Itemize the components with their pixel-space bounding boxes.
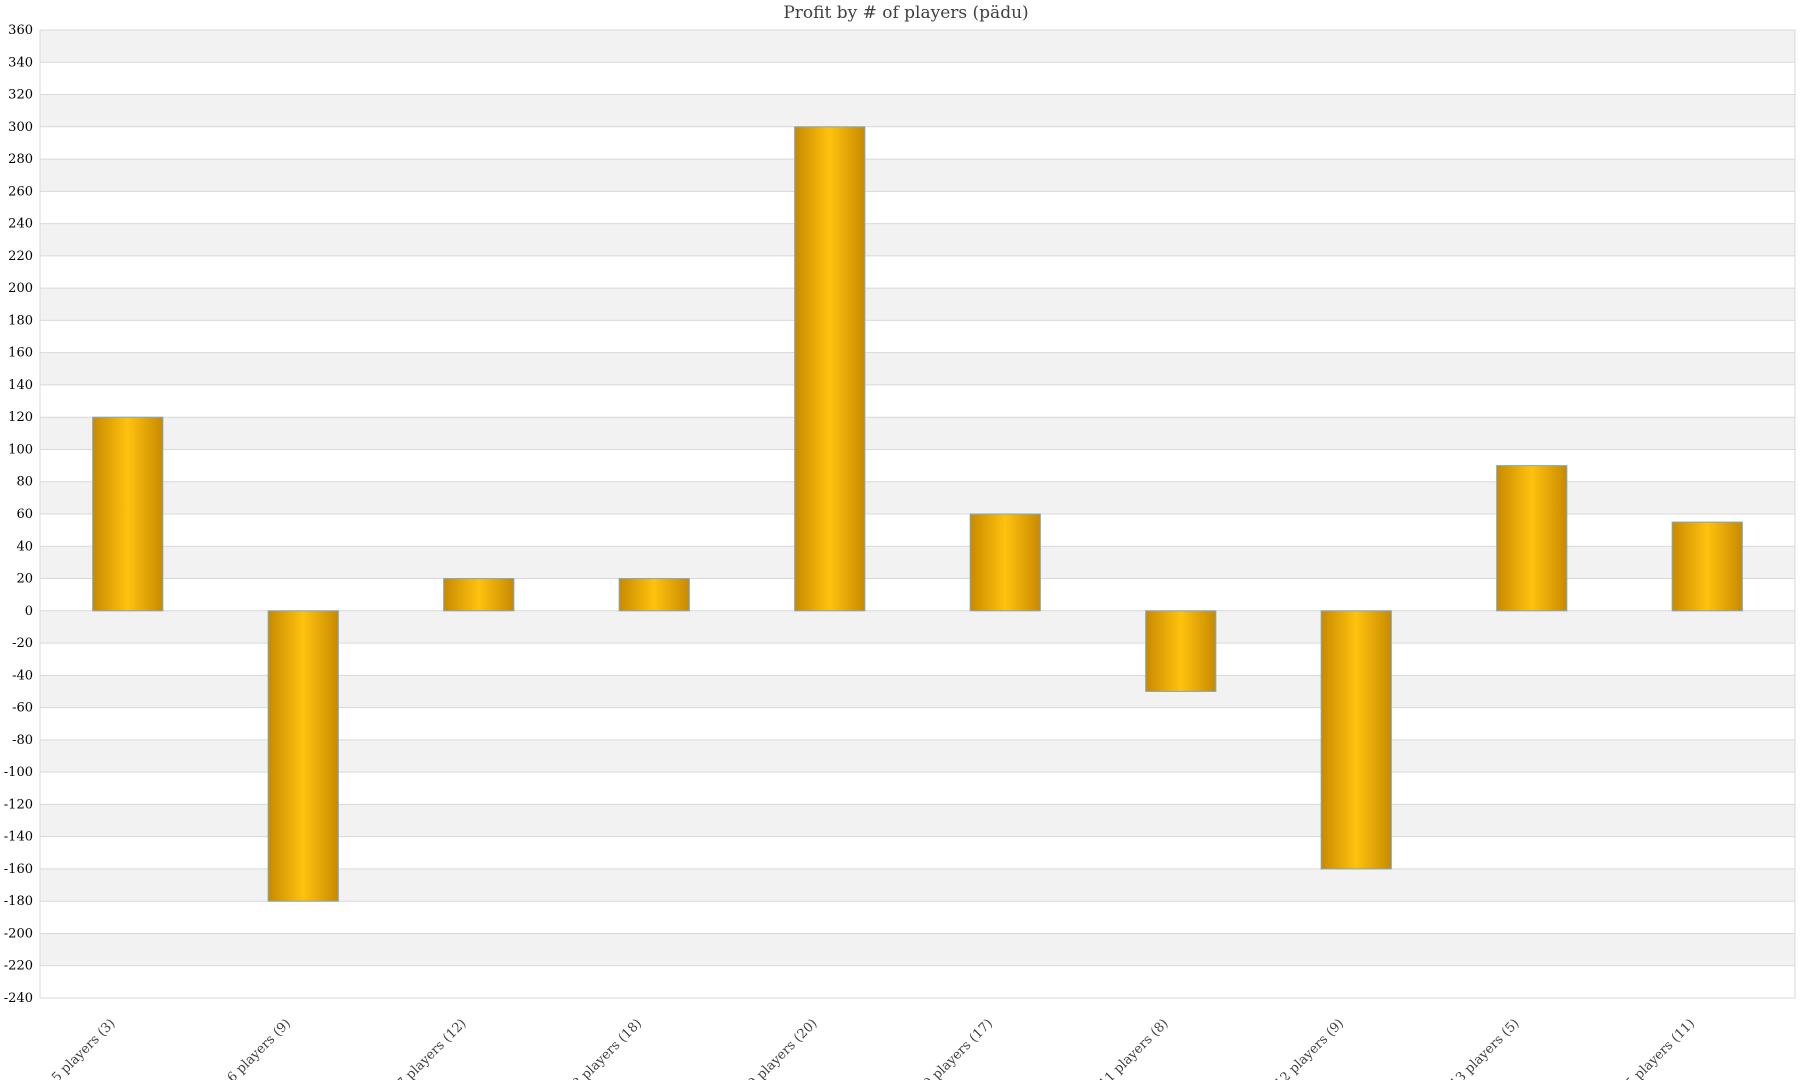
bars [92,126,1743,902]
x-tick-label: 10 players (17) [915,1016,996,1080]
x-tick-label: 9 players (20) [745,1016,820,1080]
x-tick-label: 13 players (5) [1447,1016,1522,1080]
bar [443,578,515,612]
y-tick-label: 0 [25,604,33,619]
y-tick-label: 120 [8,410,33,425]
bar [267,610,339,902]
y-tick-label: -180 [4,894,33,909]
y-tick-label: -40 [12,668,33,683]
x-tick-label: 11 players (8) [1096,1016,1171,1080]
plot-band [40,417,1795,450]
y-tick-label: 80 [16,475,33,490]
y-tick-label: 40 [16,539,33,554]
bar [1671,521,1743,612]
y-tick-label: -100 [4,765,33,780]
y-tick-label: -240 [4,991,33,1006]
plot-band [40,223,1795,256]
x-tick-label: 5 players (3) [49,1016,118,1080]
bar [1496,465,1568,612]
y-tick-label: 260 [8,184,33,199]
y-tick-label: -140 [4,830,33,845]
x-tick-label: 8 players (18) [570,1016,645,1080]
bar [1320,610,1392,870]
y-tick-label: 280 [8,152,33,167]
y-tick-label: 240 [8,217,33,232]
plot-band [40,352,1795,385]
plot-band [40,30,1795,63]
y-tick-label: 200 [8,281,33,296]
x-tick-label: 12 players (9) [1272,1016,1347,1080]
y-tick-label: 220 [8,249,33,264]
plot-border [39,29,1796,999]
x-tick-label: 7 players (12) [394,1016,469,1080]
plot-band [40,933,1795,966]
plot-band [40,288,1795,321]
y-tick-label: 160 [8,346,33,361]
x-tick-label: >15 players (11) [1609,1016,1698,1080]
y-tick-label: 360 [8,23,33,38]
y-tick-label: 100 [8,442,33,457]
chart-title: Profit by # of players (pädu) [783,3,1028,23]
y-tick-label: -20 [12,636,33,651]
bar [1145,610,1217,692]
y-tick-label: -200 [4,926,33,941]
y-tick-label: -60 [12,701,33,716]
x-tick-label: 6 players (9) [225,1016,294,1080]
plot-band [40,159,1795,192]
y-tick-label: 180 [8,313,33,328]
y-axis-tick-labels: -240-220-200-180-160-140-120-100-80-60-4… [4,23,33,1006]
y-tick-label: -160 [4,862,33,877]
y-tick-label: 340 [8,55,33,70]
y-tick-label: 60 [16,507,33,522]
y-tick-label: 300 [8,120,33,135]
x-axis-tick-labels: 5 players (3) 6 players (9) 7 players (12)… [49,1016,1698,1085]
bar [618,578,690,612]
y-tick-label: -120 [4,797,33,812]
bar [794,126,866,612]
y-tick-label: 20 [16,572,33,587]
y-tick-label: 140 [8,378,33,393]
y-tick-label: 320 [8,88,33,103]
plot-band [40,94,1795,127]
bar [969,513,1041,612]
bar [92,416,164,612]
y-tick-label: -80 [12,733,33,748]
y-tick-label: -220 [4,959,33,974]
